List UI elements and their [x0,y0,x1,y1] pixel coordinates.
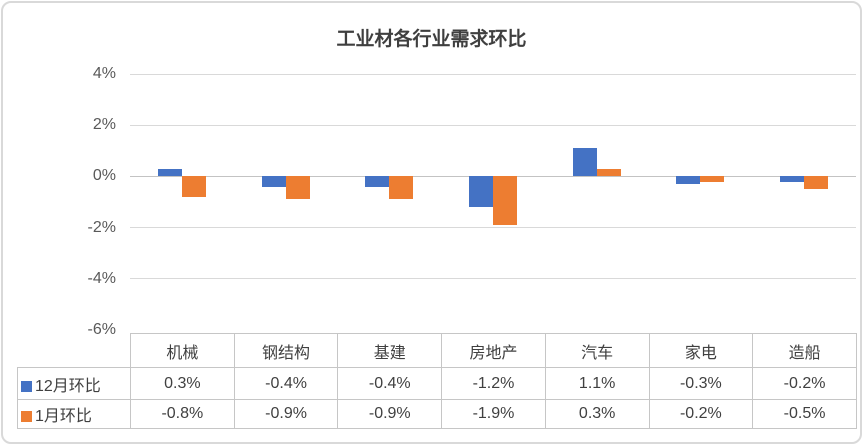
value-cell-s2-c6: -0.2% [648,399,754,429]
bar-series1-cat2 [261,176,286,187]
value-cell-s2-c1: -0.8% [130,399,235,429]
category-header-5: 汽车 [544,333,650,368]
gridline [130,278,856,280]
category-header-7: 造船 [752,333,857,368]
bar-series1-cat7 [780,176,805,182]
gridline [130,227,856,229]
bar-series1-cat1 [157,168,182,177]
legend-series-name: 12月环比 [35,377,101,395]
legend-item-series2: 1月环比 [17,399,131,429]
legend-item-series1: 12月环比 [17,367,131,400]
bar-series2-cat6 [700,176,725,182]
value-cell-s1-c7: -0.2% [752,367,857,400]
value-cell-s2-c5: 0.3% [544,399,650,429]
data-table: 机械 钢结构 基建 房地产 汽车 家电 造船 12月环比 0.3% -0.4% -0.4% -1.2%… [17,333,857,429]
y-axis-label: 4% [92,65,116,82]
legend-color-swatch [21,380,32,392]
value-cell-s1-c6: -0.3% [648,367,754,400]
value-cell-s1-c1: 0.3% [130,367,235,400]
bar-series2-cat4 [493,176,517,226]
value-cell-s2-c2: -0.9% [233,399,339,429]
category-header-6: 家电 [648,333,754,368]
y-axis-label: -6% [87,321,116,338]
bar-series2-cat3 [389,176,414,200]
category-header-4: 房地产 [441,333,546,368]
bar-series2-cat2 [285,176,310,200]
y-axis-label: 0% [92,167,116,185]
y-axis-label: -4% [87,269,116,287]
bar-series2-cat1 [181,176,206,197]
value-cell-s1-c5: 1.1% [544,367,650,400]
legend-color-swatch [21,411,32,422]
legend-series-name: 1月环比 [35,408,92,425]
value-cell-s2-c3: -0.9% [337,399,443,429]
bar-series1-cat3 [365,176,390,187]
value-cell-s1-c4: -1.2% [441,367,546,400]
bar-series1-cat6 [676,176,701,185]
value-cell-s2-c4: -1.9% [441,399,546,429]
category-header-2: 钢结构 [233,333,339,368]
y-axis-label: 2% [92,116,116,134]
bar-series2-cat5 [596,168,621,177]
bar-series1-cat4 [469,176,493,208]
table-row-series1: 12月环比 0.3% -0.4% -0.4% -1.2% 1.1% -0.3% -0.2% [17,367,857,400]
value-cell-s1-c2: -0.4% [233,367,339,400]
chart-title: 工业材各行业需求环比 [336,29,527,50]
value-cell-s2-c7: -0.5% [752,399,857,429]
bar-series2-cat7 [804,176,829,190]
gridline [130,124,856,126]
table-corner-blank [18,334,131,368]
category-header-3: 基建 [337,333,443,368]
category-header-1: 机械 [130,333,235,368]
table-row-series2: 1月环比 -0.8% -0.9% -0.9% -1.9% 0.3% -0.2% -0.5% [17,399,857,429]
value-cell-s1-c3: -0.4% [337,367,443,400]
y-axis-label: -2% [87,218,116,236]
gridline [130,73,856,75]
bar-series1-cat5 [572,148,597,177]
